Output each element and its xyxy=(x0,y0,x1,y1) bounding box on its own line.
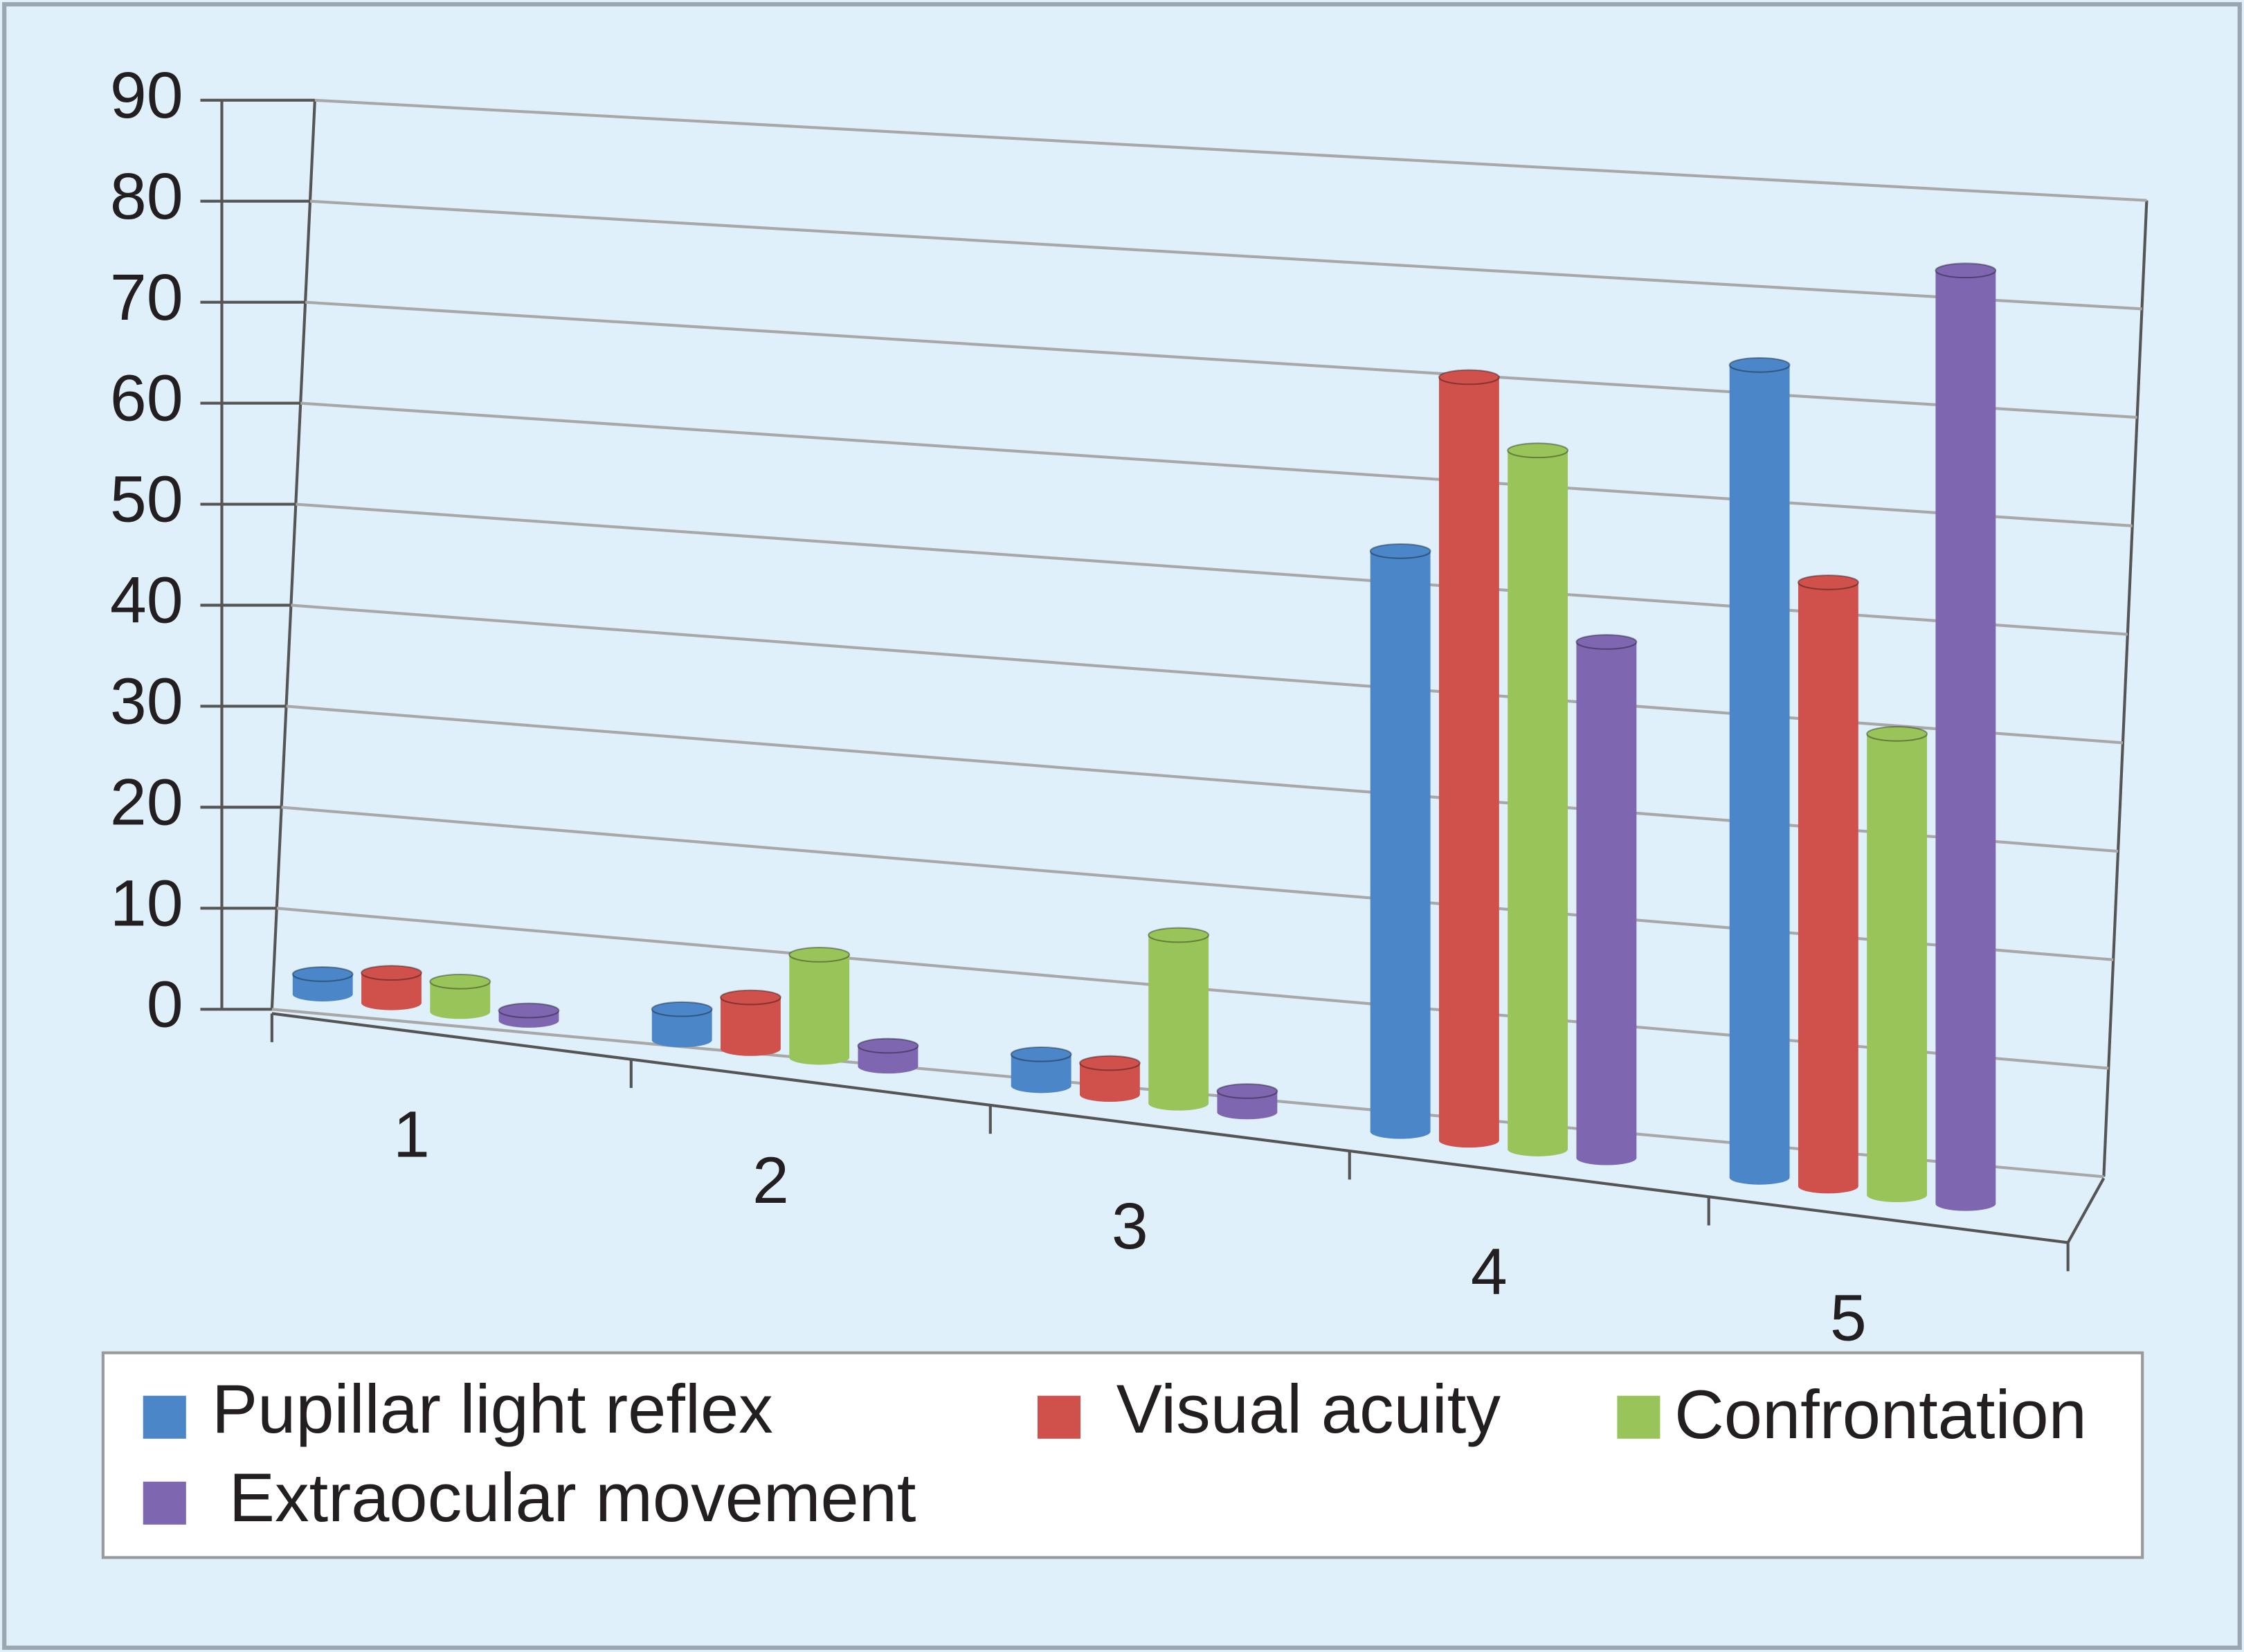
cylinder-top xyxy=(1216,1083,1278,1099)
x-tick-label: 1 xyxy=(393,1098,430,1172)
grid-line xyxy=(314,98,2147,202)
cylinder-top xyxy=(1010,1046,1072,1062)
bar xyxy=(789,954,850,1058)
cylinder xyxy=(361,965,422,1010)
cylinder xyxy=(1078,1055,1141,1102)
legend-swatch xyxy=(143,1395,186,1439)
cylinder xyxy=(1438,369,1500,1148)
x-tick-label: 4 xyxy=(1471,1235,1508,1309)
cylinder-top xyxy=(1078,1055,1141,1071)
cylinder-top xyxy=(1866,725,1928,742)
y-tick-label: 60 xyxy=(110,362,183,435)
cylinder xyxy=(1728,356,1791,1185)
x-axis xyxy=(271,1012,2068,1244)
cylinder xyxy=(1575,634,1638,1165)
cylinder-top xyxy=(291,966,354,982)
legend-label: Visual acuity xyxy=(1116,1371,1501,1448)
cylinder xyxy=(1010,1046,1072,1093)
cylinder xyxy=(1507,442,1569,1156)
cylinder-top xyxy=(651,1001,713,1017)
bar xyxy=(1508,450,1568,1150)
legend-box xyxy=(101,1351,2144,1559)
cylinder-top xyxy=(788,947,851,963)
grid-line xyxy=(300,401,2133,527)
bar xyxy=(1935,270,1996,1204)
wall-left-edge xyxy=(270,100,316,1010)
x-tick-label: 5 xyxy=(1830,1281,1867,1354)
grid-line xyxy=(309,199,2142,311)
cylinder xyxy=(1216,1083,1278,1120)
bar xyxy=(1370,551,1431,1132)
cylinder xyxy=(498,1002,560,1028)
cylinder-top xyxy=(1797,574,1859,590)
y-tick-label: 70 xyxy=(110,261,183,334)
cylinder-top xyxy=(1369,543,1431,559)
cylinder xyxy=(720,989,781,1056)
y-tick-label: 80 xyxy=(110,160,183,233)
y-tick-label: 90 xyxy=(110,59,183,132)
bar xyxy=(1798,582,1858,1187)
cylinder-top xyxy=(1935,262,1997,279)
cylinder xyxy=(651,1001,713,1048)
x-tick-label: 2 xyxy=(752,1144,789,1217)
cylinder xyxy=(788,947,851,1065)
cylinder-top xyxy=(1148,927,1210,943)
y-tick-label: 0 xyxy=(147,968,183,1041)
cylinder-top xyxy=(361,965,422,981)
legend-swatch xyxy=(143,1481,186,1525)
x-axis-right xyxy=(2066,1177,2106,1244)
cylinder-top xyxy=(429,973,491,990)
cylinder xyxy=(1866,725,1928,1203)
cylinder xyxy=(291,966,354,1001)
cylinder xyxy=(1148,927,1210,1111)
cylinder-top xyxy=(498,1002,560,1019)
cylinder-top xyxy=(1728,356,1791,373)
legend-swatch xyxy=(1038,1395,1081,1439)
legend-swatch xyxy=(1617,1395,1661,1439)
cylinder xyxy=(1797,574,1859,1194)
cylinder-top xyxy=(1438,369,1500,385)
cylinder xyxy=(429,973,491,1019)
legend-label: Pupillar light reflex xyxy=(212,1371,773,1448)
grid-line xyxy=(305,300,2137,419)
bar xyxy=(1729,365,1790,1178)
y-tick-label: 20 xyxy=(110,765,183,839)
bar xyxy=(1438,376,1499,1141)
bar xyxy=(1867,734,1928,1195)
legend-label: Confrontation xyxy=(1674,1377,2087,1453)
y-tick-label: 10 xyxy=(110,866,183,940)
cylinder-top xyxy=(1575,634,1638,650)
x-tick-label: 3 xyxy=(1112,1190,1148,1263)
cylinder xyxy=(1935,262,1997,1211)
y-tick-label: 30 xyxy=(110,665,183,738)
wall-right-edge xyxy=(2102,200,2148,1177)
legend-label: Extraocular movement xyxy=(229,1460,916,1536)
bar xyxy=(1576,642,1637,1159)
bar xyxy=(1148,935,1209,1104)
y-tick-label: 50 xyxy=(110,463,183,536)
cylinder xyxy=(857,1037,919,1074)
y-tick-label: 40 xyxy=(110,564,183,637)
cylinder xyxy=(1369,543,1431,1139)
cylinder-top xyxy=(720,989,781,1006)
cylinder-top xyxy=(857,1037,919,1054)
bar xyxy=(721,997,781,1049)
cylinder-top xyxy=(1507,442,1569,459)
